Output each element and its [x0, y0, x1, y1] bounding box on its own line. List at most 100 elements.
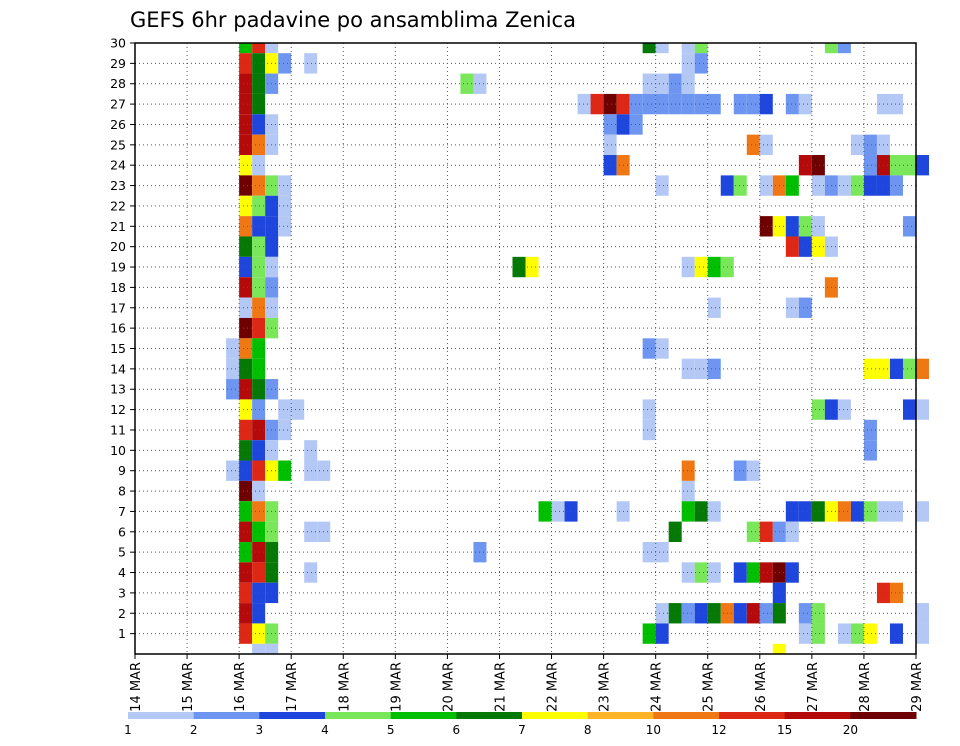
legend-label: 4 — [321, 723, 329, 737]
heatmap-cell — [239, 501, 253, 522]
heatmap-cell — [278, 195, 292, 217]
heatmap-cell — [239, 358, 253, 380]
y-tick-label: 28 — [110, 76, 126, 91]
heatmap-cell — [902, 358, 916, 380]
heatmap-cell — [304, 562, 318, 583]
heatmap-cell — [811, 236, 825, 257]
heatmap-cell — [239, 419, 253, 441]
legend-label: 2 — [190, 723, 198, 737]
x-tick-label: 26 MAR — [754, 662, 769, 712]
heatmap-cell — [239, 155, 253, 176]
y-tick-label: 19 — [110, 260, 126, 275]
y-tick-label: 25 — [110, 137, 126, 152]
heatmap-cell — [252, 73, 266, 94]
heatmap-cell — [252, 216, 266, 237]
heatmap-cell — [850, 175, 864, 196]
heatmap-cell — [694, 501, 708, 522]
heatmap-cell — [733, 562, 747, 583]
y-tick-label: 23 — [110, 178, 126, 193]
y-axis: 1234567891011121314151617181920212223242… — [110, 36, 135, 641]
heatmap-cell — [707, 256, 721, 278]
y-tick-label: 18 — [110, 280, 126, 295]
heatmap-cell — [785, 562, 799, 583]
x-tick-label: 25 MAR — [702, 662, 717, 712]
heatmap-cell — [889, 358, 903, 380]
heatmap-cell — [681, 501, 695, 522]
heatmap-cell — [239, 460, 253, 481]
heatmap-cell — [642, 43, 656, 54]
heatmap-cell — [681, 53, 695, 74]
heatmap-cell — [863, 134, 877, 156]
x-tick-label: 21 MAR — [493, 662, 508, 712]
heatmap-cell — [916, 399, 930, 420]
heatmap-cell — [629, 93, 643, 115]
heatmap-cell — [863, 155, 877, 176]
heatmap-cell — [655, 175, 669, 196]
legend-swatch — [325, 712, 392, 719]
y-tick-label: 14 — [110, 361, 126, 376]
heatmap-cell — [252, 43, 266, 54]
heatmap-cell — [304, 521, 318, 542]
heatmap-cell — [239, 582, 253, 604]
y-tick-label: 12 — [110, 402, 126, 417]
legend-swatch — [193, 712, 260, 719]
heatmap-cell — [304, 460, 318, 481]
heatmap-cell — [733, 175, 747, 196]
chart-title: GEFS 6hr padavine po ansamblima Zenica — [130, 8, 576, 32]
heatmap-cell — [239, 399, 253, 420]
y-tick-label: 17 — [110, 300, 126, 315]
y-tick-label: 16 — [110, 321, 126, 336]
heatmap-cell — [252, 155, 266, 176]
heatmap-cell — [265, 643, 279, 654]
x-tick-label: 24 MAR — [650, 662, 665, 712]
y-tick-label: 9 — [118, 463, 126, 478]
heatmap-cell — [916, 155, 930, 176]
heatmap-cell — [798, 501, 812, 522]
heatmap-cell — [681, 93, 695, 115]
heatmap-cell — [252, 521, 266, 542]
heatmap-cell — [746, 93, 760, 115]
heatmap-cell — [655, 541, 669, 563]
heatmap-cell — [681, 460, 695, 481]
heatmap-cell — [811, 501, 825, 522]
legend-label: 12 — [711, 723, 726, 737]
heatmap-cell — [811, 155, 825, 176]
heatmap-cell — [863, 501, 877, 522]
heatmap-cell — [655, 43, 669, 54]
heatmap-cell — [252, 338, 266, 359]
cells-layer — [226, 43, 930, 654]
y-tick-label: 6 — [118, 524, 126, 539]
heatmap-cell — [746, 521, 760, 542]
heatmap-cell — [252, 317, 266, 339]
heatmap-cell — [785, 501, 799, 522]
heatmap-cell — [902, 155, 916, 176]
legend-swatch — [587, 712, 654, 719]
heatmap-cell — [733, 93, 747, 115]
heatmap-cell — [226, 460, 240, 481]
heatmap-cell — [525, 256, 539, 278]
heatmap-cell — [239, 236, 253, 257]
heatmap-cell — [707, 358, 721, 380]
legend-swatch — [653, 712, 720, 719]
legend-swatch — [456, 712, 523, 719]
x-tick-label: 14 MAR — [129, 662, 144, 712]
heatmap-cell — [889, 582, 903, 604]
heatmap-cell — [759, 93, 773, 115]
heatmap-cell — [798, 603, 812, 624]
x-axis: 14 MAR 15 MAR 16 MAR 17 MAR 18 MAR 19 MAR 20 M… — [129, 654, 925, 712]
legend-label: 7 — [518, 723, 526, 737]
legend-label: 3 — [256, 723, 264, 737]
y-tick-label: 15 — [110, 341, 126, 356]
heatmap-cell — [551, 501, 565, 522]
heatmap-cell — [837, 175, 851, 196]
heatmap-cell — [642, 419, 656, 441]
y-tick-label: 11 — [110, 422, 126, 437]
heatmap-cell — [902, 399, 916, 420]
heatmap-cell — [655, 338, 669, 359]
heatmap-cell — [239, 603, 253, 624]
heatmap-cell — [252, 603, 266, 624]
heatmap-cell — [603, 93, 617, 115]
heatmap-cell — [629, 114, 643, 135]
legend-swatch — [850, 712, 917, 719]
heatmap-cell — [226, 379, 240, 400]
